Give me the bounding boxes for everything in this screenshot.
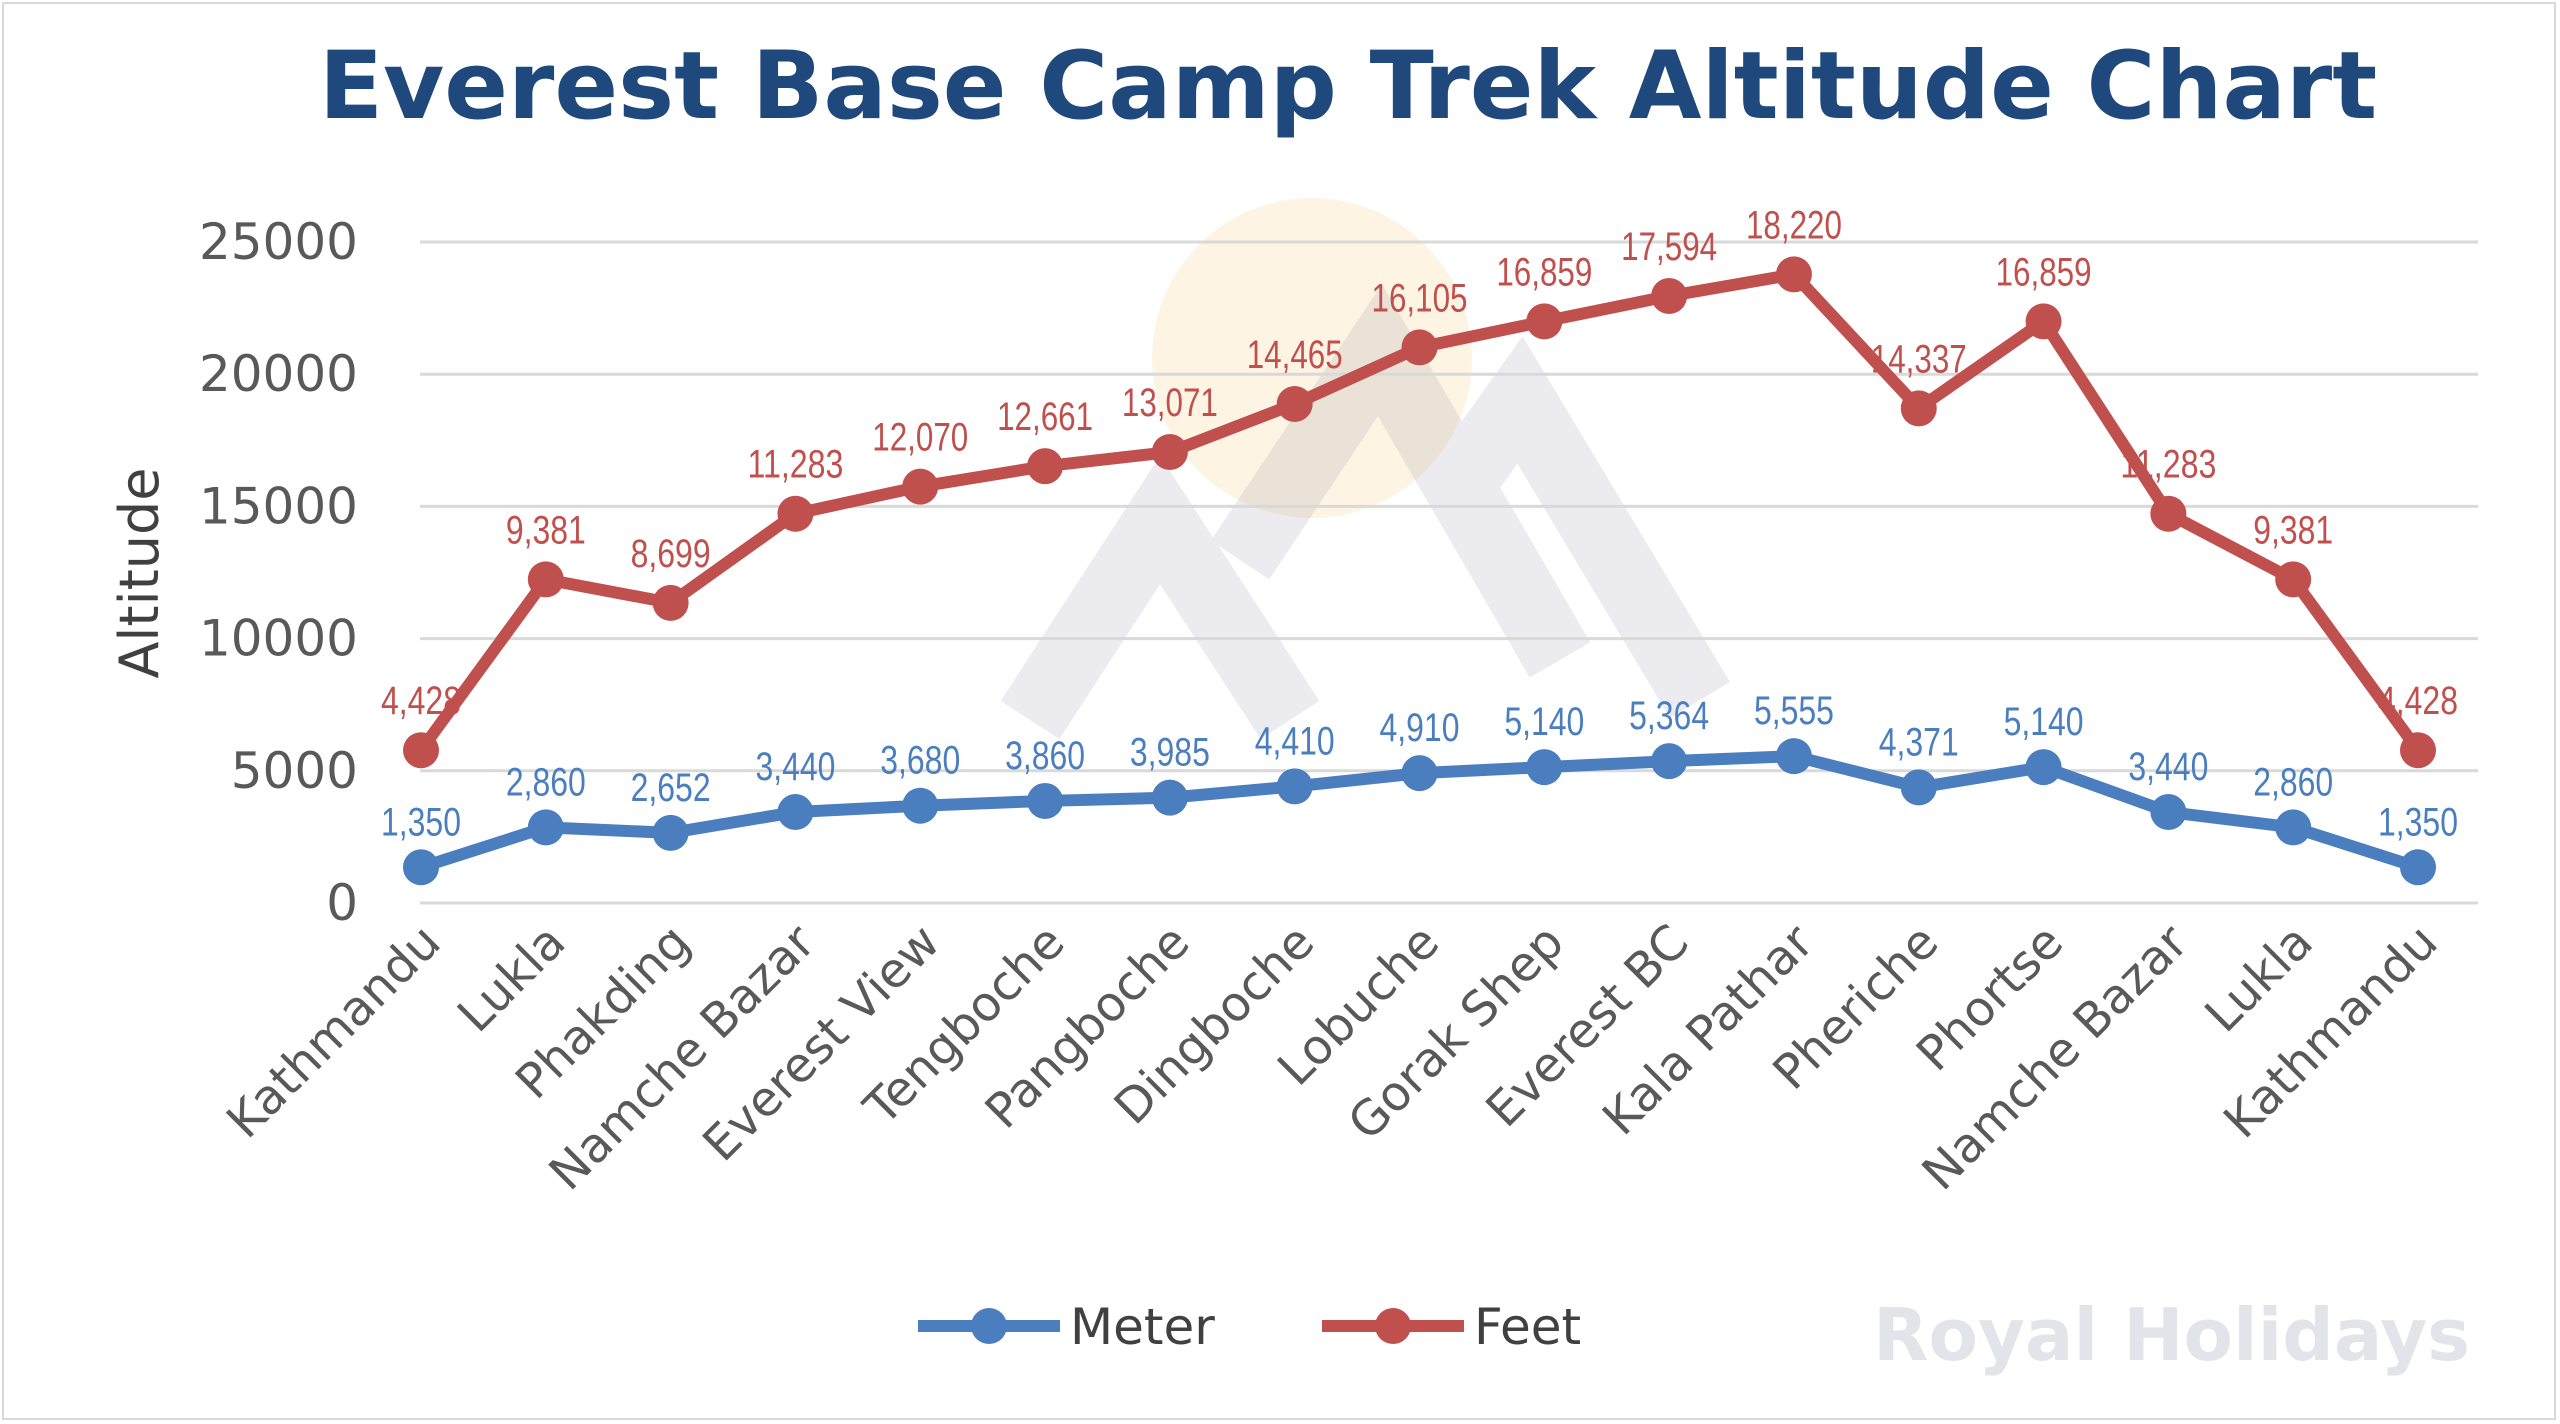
legend-marker-meter: [971, 1308, 1007, 1344]
feet-data-label: 12,070: [872, 416, 968, 460]
meter-data-label: 5,555: [1754, 689, 1834, 733]
feet-data-label: 9,381: [2253, 508, 2333, 552]
feet-data-label: 18,220: [1746, 203, 1842, 247]
meter-data-label: 3,680: [880, 739, 960, 783]
meter-data-label: 3,440: [755, 745, 835, 789]
meter-data-label: 2,860: [2253, 760, 2333, 804]
meter-data-label: 1,350: [381, 800, 461, 844]
watermark-logo: [1000, 283, 1731, 740]
feet-data-point: [2400, 732, 2436, 769]
meter-data-point: [2025, 749, 2062, 786]
meter-data-label: 4,410: [1255, 719, 1335, 763]
feet-data-point: [1027, 448, 1064, 485]
meter-data-label: 4,371: [1879, 720, 1959, 764]
meter-data-point: [1401, 755, 1438, 792]
feet-data-point: [1900, 390, 1937, 427]
y-tick-label: 5000: [231, 742, 358, 800]
watermark-sun: [1152, 198, 1472, 518]
feet-data-label: 11,283: [747, 443, 843, 487]
feet-data-label: 16,105: [1372, 276, 1468, 320]
meter-data-label: 5,140: [2004, 700, 2084, 744]
feet-data-label: 11,283: [2120, 443, 2216, 487]
feet-data-point: [1526, 303, 1563, 340]
meter-data-point: [652, 814, 689, 851]
meter-data-point: [1651, 743, 1688, 780]
meter-data-point: [2150, 794, 2187, 831]
meter-data-label: 2,652: [631, 766, 711, 810]
feet-data-label: 14,465: [1247, 333, 1343, 377]
y-tick-label: 20000: [199, 345, 358, 403]
feet-data-label: 12,661: [997, 395, 1093, 439]
feet-data-point: [1151, 434, 1188, 471]
meter-data-point: [403, 849, 439, 886]
meter-data-point: [1900, 769, 1937, 806]
legend-marker-feet: [1375, 1308, 1411, 1344]
meter-data-label: 3,985: [1130, 731, 1210, 775]
legend-label-feet: Feet: [1474, 1298, 1581, 1356]
feet-data-label: 16,859: [1496, 250, 1592, 294]
feet-data-point: [652, 584, 689, 621]
feet-data-label: 17,594: [1621, 225, 1717, 269]
feet-data-point: [2025, 303, 2062, 340]
feet-data-point: [527, 561, 564, 598]
y-tick-label: 10000: [199, 610, 358, 668]
meter-data-point: [527, 809, 564, 846]
meter-data-label: 5,364: [1629, 694, 1709, 738]
x-tick-label: Kathmandu: [216, 914, 451, 1149]
feet-data-label: 8,699: [631, 532, 711, 576]
feet-data-point: [902, 468, 939, 505]
meter-data-label: 4,910: [1380, 706, 1460, 750]
feet-data-label: 4,428: [2378, 679, 2458, 723]
feet-data-label: 14,337: [1871, 337, 1967, 381]
meter-data-point: [1775, 738, 1812, 775]
meter-data-point: [902, 787, 939, 824]
feet-data-point: [403, 732, 439, 769]
meter-data-label: 5,140: [1504, 700, 1584, 744]
feet-data-point: [1401, 329, 1438, 366]
meter-data-point: [1276, 768, 1313, 805]
feet-data-label: 16,859: [1996, 250, 2092, 294]
meter-data-point: [1151, 779, 1188, 816]
feet-data-label: 13,071: [1122, 381, 1218, 425]
feet-data-point: [2150, 495, 2187, 532]
legend-label-meter: Meter: [1070, 1298, 1215, 1356]
y-tick-label: 25000: [199, 213, 358, 271]
meter-data-label: 3,440: [2128, 745, 2208, 789]
y-tick-label: 15000: [199, 477, 358, 535]
meter-data-point: [2275, 809, 2312, 846]
feet-data-label: 9,381: [506, 508, 586, 552]
feet-data-point: [777, 495, 814, 532]
watermark-text: Royal Holidays: [1873, 1293, 2470, 1377]
feet-data-point: [1276, 385, 1313, 422]
meter-data-label: 2,860: [506, 760, 586, 804]
feet-data-label: 4,428: [381, 679, 461, 723]
x-tick-label: Gorak Shep: [1337, 914, 1574, 1151]
meter-data-point: [1027, 782, 1064, 819]
feet-data-point: [2275, 561, 2312, 598]
feet-data-point: [1651, 277, 1688, 314]
meter-data-label: 3,860: [1005, 734, 1085, 778]
meter-data-point: [777, 794, 814, 831]
meter-data-point: [1526, 749, 1563, 786]
y-tick-label: 0: [326, 874, 358, 932]
meter-data-point: [2400, 849, 2436, 886]
y-axis-title: Altitude: [108, 467, 171, 678]
chart-title: Everest Base Camp Trek Altitude Chart: [319, 32, 2377, 141]
feet-data-point: [1775, 256, 1812, 293]
meter-data-label: 1,350: [2378, 800, 2458, 844]
